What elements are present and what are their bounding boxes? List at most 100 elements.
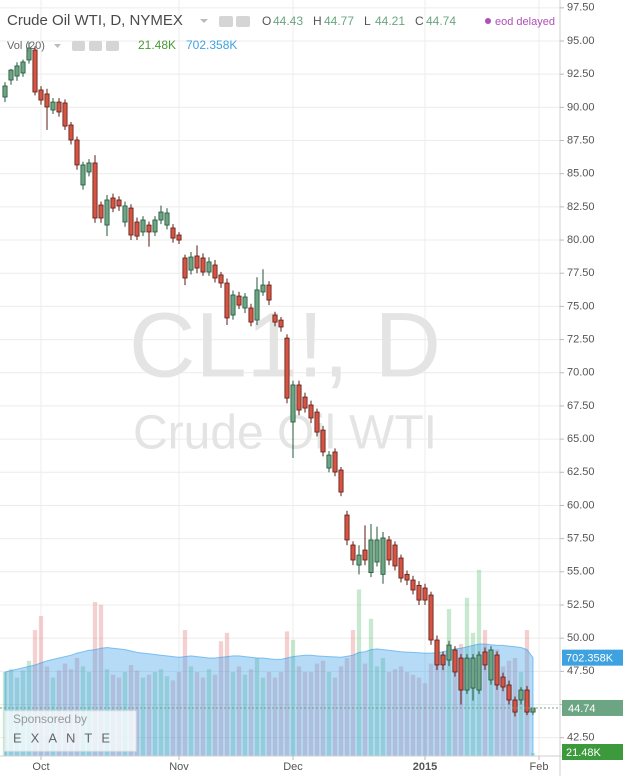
y-tick-label: 65.00 (567, 433, 595, 445)
volume-bar (494, 649, 500, 756)
candle-body (62, 102, 68, 127)
candle-body (14, 65, 20, 77)
dropdown-icon[interactable] (200, 19, 208, 23)
y-tick-label: 60.00 (567, 499, 595, 511)
candle-body (32, 49, 38, 93)
candle-body (248, 307, 254, 323)
last-price-label: 44.74 (568, 703, 596, 715)
candle-body (110, 197, 116, 209)
volume-bar (194, 672, 200, 756)
y-tick-label: 62.50 (567, 466, 595, 478)
candle-body (338, 469, 344, 493)
volume-bar (488, 658, 494, 756)
candle-body (254, 289, 260, 321)
candle-body (140, 219, 146, 233)
candle-body (152, 219, 158, 233)
candle-body (74, 139, 80, 166)
dropdown-icon[interactable] (54, 44, 61, 48)
close-icon[interactable] (106, 41, 119, 51)
candle-body (122, 205, 128, 223)
status-dot (485, 18, 491, 24)
candle-body (170, 227, 176, 239)
candle-body (26, 47, 32, 61)
volume-bar (188, 666, 194, 756)
volume-bar (296, 666, 302, 756)
candle-body (446, 644, 452, 661)
volume-bar (302, 672, 308, 756)
candle-body (278, 319, 284, 328)
candle-body (158, 211, 164, 221)
candle-body (518, 689, 524, 701)
candle-body (530, 707, 536, 713)
ohlc-legend: O 44.43 H 44.77 L 44.21 C 44.74 (262, 14, 456, 28)
volume-bar (74, 658, 80, 756)
volume-bar (308, 672, 314, 756)
candle-body (290, 384, 296, 423)
eye-icon[interactable] (219, 16, 233, 27)
volume-bar (290, 639, 296, 756)
candle-body (116, 199, 122, 207)
candle-body (392, 544, 398, 567)
candle-body (98, 204, 104, 219)
candle-body (452, 649, 458, 673)
ma-label-box (562, 649, 623, 666)
volume-bar (350, 630, 356, 756)
volume-bar (404, 672, 410, 756)
y-tick-label: 97.50 (567, 2, 595, 14)
candle-body (236, 295, 242, 306)
x-tick-label: Oct (32, 761, 49, 773)
volume-bar (392, 669, 398, 756)
volume-bar (320, 660, 326, 756)
y-tick-label: 87.50 (567, 134, 595, 146)
volume-bar (434, 639, 440, 756)
y-tick-label: 70.00 (567, 367, 595, 379)
y-tick-label: 85.00 (567, 168, 595, 180)
candle-body (320, 429, 326, 453)
candle-body (326, 454, 332, 469)
volume-label-box (562, 744, 623, 760)
candle-body (20, 61, 26, 74)
sponsor-box[interactable] (4, 710, 137, 752)
candle-body (314, 411, 320, 433)
candle-body (68, 124, 74, 141)
ohlc-letter: C (415, 14, 424, 28)
volume-bar (212, 674, 218, 756)
candle-body (362, 549, 368, 561)
volume-bar (176, 672, 182, 756)
volume-bar (422, 683, 428, 756)
candle-body (482, 651, 488, 666)
volume-bar (500, 666, 506, 756)
volume-title: Vol (20) (7, 40, 45, 52)
volume-bar (440, 666, 446, 756)
volume-bar (368, 618, 374, 756)
volume-bar (242, 674, 248, 756)
candle-body (182, 257, 188, 279)
candle-body (50, 101, 56, 111)
candle-body (380, 537, 386, 575)
candle-body (350, 544, 356, 561)
y-tick-label: 50.00 (567, 632, 595, 644)
y-tick-label: 55.00 (567, 566, 595, 578)
candle-body (176, 234, 182, 241)
volume-bar (92, 602, 98, 756)
settings-icon[interactable] (236, 16, 250, 27)
ohlc-value: 44.74 (426, 14, 456, 28)
grid (0, 0, 560, 756)
candle-body (404, 573, 410, 581)
candle-body (428, 594, 434, 641)
volume-bar (428, 663, 434, 756)
y-tick-label: 52.50 (567, 599, 595, 611)
settings-icon[interactable] (89, 41, 102, 51)
volume-bar (170, 680, 176, 756)
volume-bar (32, 630, 38, 756)
eye-icon[interactable] (72, 41, 85, 51)
status: eod delayed (495, 16, 555, 28)
volume-bar (272, 677, 278, 756)
chart-title: Crude Oil WTI, D, NYMEX (7, 12, 183, 29)
candle-body (86, 162, 92, 173)
ohlc-letter: O (262, 14, 271, 28)
candle-body (266, 284, 272, 301)
volume-bar (446, 609, 452, 756)
candle-body (230, 294, 236, 316)
